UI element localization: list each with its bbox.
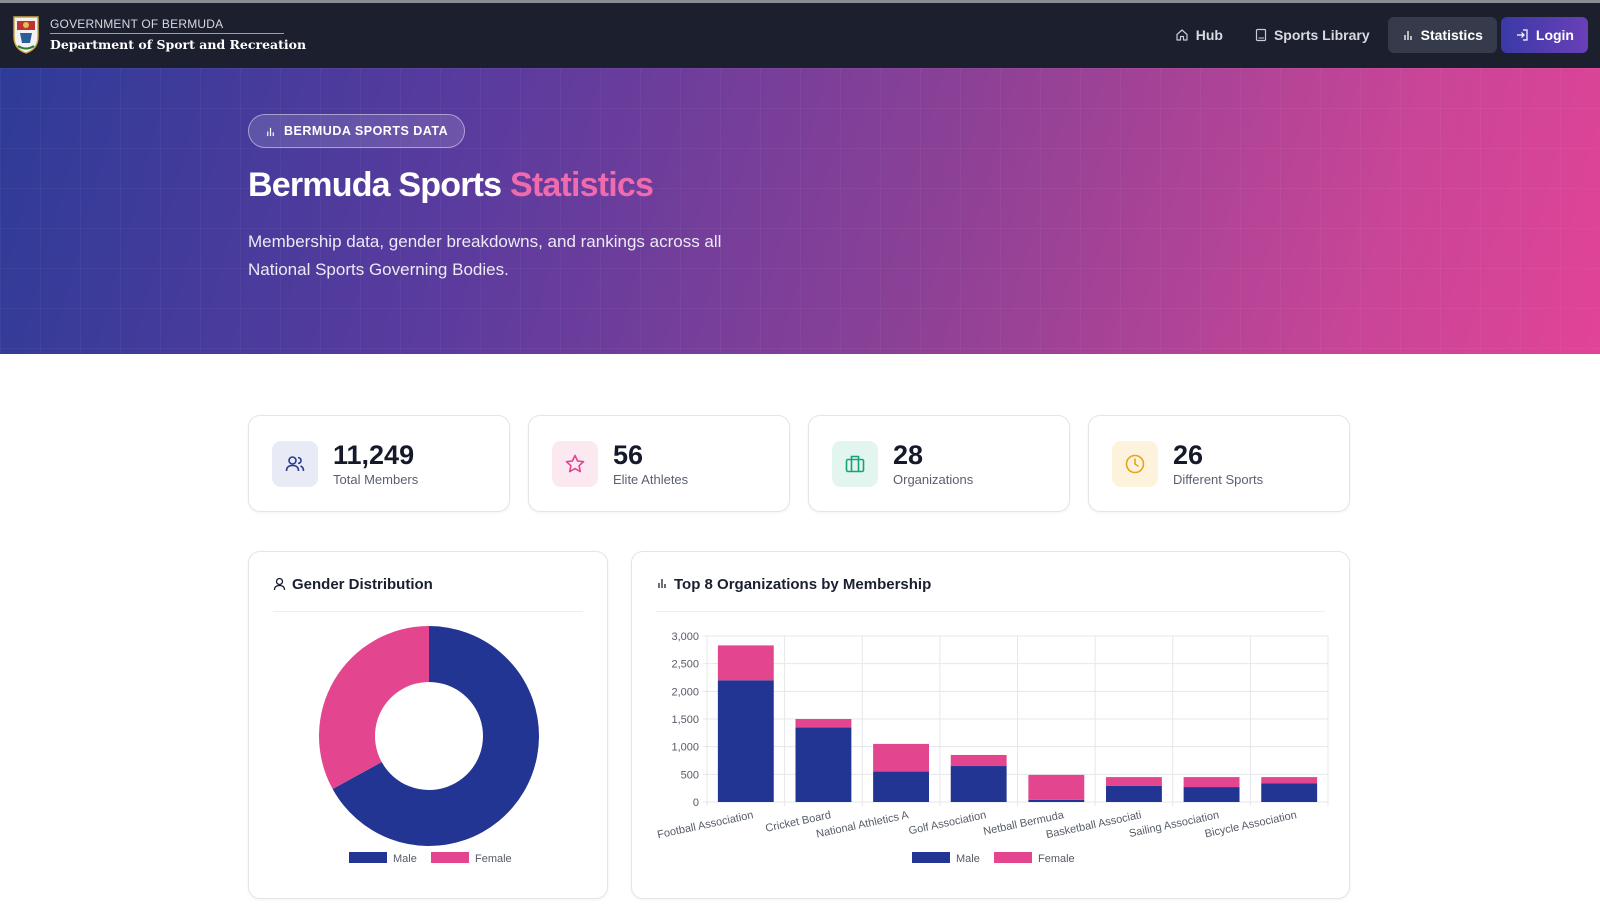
stat-card-elite-athletes: 56 Elite Athletes [528,415,790,512]
bar-male [1105,785,1162,802]
brand[interactable]: GOVERNMENT OF BERMUDA Department of Spor… [12,13,306,55]
stat-icon-box [832,440,878,487]
bar-female [950,754,1007,767]
legend-swatch-male [349,852,387,863]
bar-female [873,743,930,772]
stat-value: 56 [613,440,644,470]
nav-statistics-label: Statistics [1420,27,1483,43]
bar-female [1261,777,1318,784]
bar-female [795,719,852,728]
x-tick-label: Football Association [656,809,754,841]
hero-badge-label: BERMUDA SPORTS DATA [284,124,449,138]
bar-female [717,645,774,681]
y-tick-label: 500 [681,769,699,781]
legend-swatch-female [431,852,469,863]
legend-swatch-female [994,852,1032,863]
nav-statistics[interactable]: Statistics [1387,17,1497,53]
stat-icon-box [552,440,598,487]
nav-sports-library[interactable]: Sports Library [1241,17,1384,53]
legend-label-male: Male [393,853,417,865]
legend-label-female: Female [1038,853,1075,865]
bar-male [717,680,774,802]
bar-female [1105,777,1162,786]
bar-male [795,727,852,802]
pie-slice-male [332,626,539,846]
stat-label: Organizations [893,472,974,487]
clock-icon [1125,454,1145,473]
x-tick-label: Golf Association [908,809,988,837]
hero-badge: BERMUDA SPORTS DATA [248,114,466,148]
hero-banner: BERMUDA SPORTS DATA Bermuda Sports Stati… [0,68,1600,354]
bar-female [1028,774,1085,800]
stat-card-different-sports: 26 Different Sports [1088,415,1350,512]
nav-sports-library-label: Sports Library [1273,27,1370,43]
stat-card-organizations: 28 Organizations [808,415,1070,512]
stat-value: 26 [1173,440,1204,470]
nav-hub[interactable]: Hub [1161,17,1237,53]
department-name: Department of Sport and Recreation [50,36,307,52]
main-nav: Hub Sports Library Statistics Login [1157,17,1588,53]
hero-grid-pattern [0,68,1600,354]
page-title-accent: Statistics [509,166,654,204]
login-label: Login [1535,27,1574,43]
stat-label: Elite Athletes [613,472,689,487]
home-icon [1176,29,1188,41]
building-icon [845,455,865,472]
stat-value: 28 [893,440,924,470]
bermuda-crest-icon [13,16,39,54]
y-tick-label: 0 [693,797,699,809]
legend-label-female: Female [475,853,512,865]
organizations-bar-chart: 0 500 1,000 1,500 2,000 2,500 3,000 Football As… [656,631,1329,865]
nav-hub-label: Hub [1195,27,1223,43]
page-subtitle: Membership data, gender breakdowns, and … [248,232,722,279]
card-header: Top 8 Organizations by Membership [656,576,1325,612]
login-button[interactable]: Login [1500,17,1588,53]
y-tick-label: 1,500 [671,714,699,726]
stat-icon-box [1112,440,1158,487]
page-title: Bermuda Sports Statistics [248,166,654,205]
y-tick-label: 2,500 [671,659,699,671]
legend-swatch-male [912,852,950,863]
bar-chart-icon [267,127,274,136]
stat-card-total-members: 11,249 Total Members [248,415,510,512]
legend-label-male: Male [956,853,980,865]
bar-male [1261,783,1318,802]
card-title: Gender Distribution [292,576,433,593]
login-icon [1516,29,1528,41]
window-top-border [0,0,1600,3]
star-icon [565,454,585,472]
book-icon [1255,28,1267,42]
stat-value: 11,249 [333,440,415,470]
bar-chart-icon [1403,31,1412,40]
user-icon [273,577,286,591]
bar-male [950,766,1007,802]
pie-slice-female [318,626,429,789]
y-tick-label: 1,000 [671,742,699,754]
bar-male [1028,799,1085,802]
page-title-main: Bermuda Sports [248,166,502,204]
bar-chart-icon [658,579,666,588]
bar-male [873,771,930,802]
gender-donut-chart: Male Female [318,626,539,865]
stat-label: Total Members [333,472,419,487]
bar-female [1183,777,1240,788]
government-name: GOVERNMENT OF BERMUDA [50,17,284,34]
site-header: GOVERNMENT OF BERMUDA Department of Spor… [0,3,1600,68]
y-tick-label: 3,000 [671,631,699,643]
stat-icon-box [272,440,318,487]
users-icon [285,455,305,471]
stat-cards: 11,249 Total Members 56 Elite Athletes 2… [248,415,1350,512]
stat-label: Different Sports [1173,472,1264,487]
top-organizations-card: Top 8 Organizations by Membership 0 500 1,… [631,551,1350,899]
card-header: Gender Distribution [273,576,583,612]
gender-distribution-card: Gender Distribution Male Female [248,551,608,899]
y-tick-label: 2,000 [671,686,699,698]
card-title: Top 8 Organizations by Membership [674,576,932,593]
bar-male [1183,787,1240,802]
